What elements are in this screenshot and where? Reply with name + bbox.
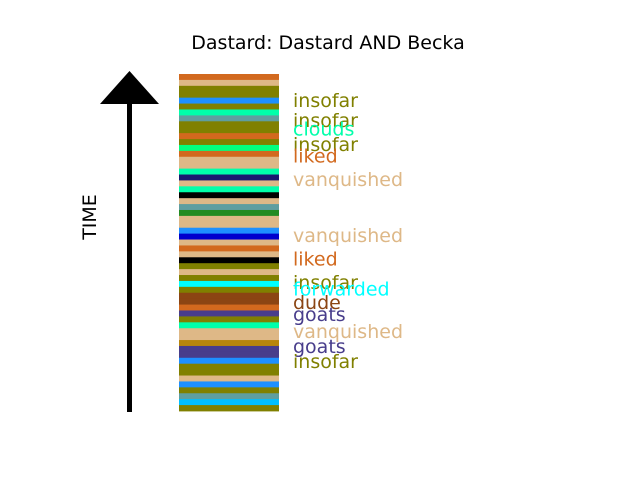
timeline-segment bbox=[179, 334, 279, 341]
timeline-segment bbox=[179, 180, 279, 187]
word-label: clouds bbox=[293, 119, 354, 141]
timeline-segment bbox=[179, 139, 279, 146]
word-label: vanquished bbox=[293, 321, 403, 343]
timeline-segment bbox=[179, 233, 279, 240]
timeline-segment bbox=[179, 97, 279, 104]
timeline-segment bbox=[179, 121, 279, 128]
word-label: dude bbox=[293, 292, 341, 314]
timeline-segment bbox=[179, 322, 279, 329]
timeline-segment bbox=[179, 375, 279, 382]
timeline-segment bbox=[179, 162, 279, 169]
timeline-segment bbox=[179, 286, 279, 294]
timeline-segment bbox=[179, 280, 279, 288]
time-arrow bbox=[100, 71, 159, 412]
timeline-segment bbox=[179, 227, 279, 235]
timeline-segment bbox=[179, 399, 279, 406]
timeline-segment bbox=[179, 221, 279, 229]
timeline-segment bbox=[179, 405, 279, 412]
timeline-segment bbox=[179, 363, 279, 371]
word-label: goats bbox=[293, 304, 346, 326]
timeline-segment bbox=[179, 275, 279, 282]
word-label: liked bbox=[293, 248, 338, 270]
timeline-segment bbox=[179, 168, 279, 175]
timeline-segment bbox=[179, 310, 279, 317]
timeline-segment bbox=[179, 198, 279, 205]
timeline-segment bbox=[179, 298, 279, 305]
word-label: liked bbox=[293, 146, 338, 168]
timeline-segment bbox=[179, 292, 279, 300]
timeline-segment bbox=[179, 209, 279, 217]
word-label: insofar bbox=[293, 351, 358, 373]
timeline-segment bbox=[179, 74, 279, 81]
timeline-segment bbox=[179, 133, 279, 140]
timeline-segment bbox=[179, 257, 279, 264]
chart-title: Dastard: Dastard AND Becka bbox=[191, 32, 464, 54]
timeline-segment bbox=[179, 340, 279, 347]
timeline-segment bbox=[179, 316, 279, 323]
word-label: vanquished bbox=[293, 169, 403, 191]
timeline-segment bbox=[179, 381, 279, 388]
timeline-segment bbox=[179, 328, 279, 335]
timeline-segment bbox=[179, 91, 279, 99]
timeline-segment bbox=[179, 245, 279, 252]
timeline-bar bbox=[179, 74, 279, 412]
timeline-segment bbox=[179, 174, 279, 181]
timeline-segment bbox=[179, 269, 279, 276]
timeline-segment bbox=[179, 351, 279, 359]
timeline-segment bbox=[179, 103, 279, 110]
timeline-segment bbox=[179, 192, 279, 199]
timeline-segment bbox=[179, 115, 279, 122]
timeline-segment bbox=[179, 369, 279, 376]
timeline-segment bbox=[179, 263, 279, 270]
timeline-segment bbox=[179, 304, 279, 311]
timeline-segment bbox=[179, 150, 279, 158]
word-label: insofar bbox=[293, 110, 358, 132]
timeline-segment bbox=[179, 79, 279, 87]
timeline-segment bbox=[179, 251, 279, 258]
timeline-segment bbox=[179, 393, 279, 400]
word-label: insofar bbox=[293, 90, 358, 112]
word-label: insofar bbox=[293, 272, 358, 294]
timeline-segment bbox=[179, 156, 279, 164]
word-label: goats bbox=[293, 336, 346, 358]
timeline-segment bbox=[179, 239, 279, 246]
timeline-segment bbox=[179, 85, 279, 93]
timeline-segment bbox=[179, 215, 279, 223]
word-labels: insofarinsofarcloudsinsofarlikedvanquish… bbox=[293, 90, 403, 373]
timeline-segment bbox=[179, 387, 279, 394]
timeline-segment bbox=[179, 204, 279, 211]
word-label: forwarded bbox=[293, 279, 390, 301]
time-arrow-head bbox=[100, 71, 159, 104]
timeline-segment bbox=[179, 345, 279, 353]
y-axis-label: TIME bbox=[79, 194, 101, 241]
word-label: insofar bbox=[293, 134, 358, 156]
timeline-segment bbox=[179, 109, 279, 116]
word-label: vanquished bbox=[293, 225, 403, 247]
timeline-segment bbox=[179, 186, 279, 193]
timeline-segment bbox=[179, 127, 279, 134]
timeline-segment bbox=[179, 357, 279, 365]
timeline-segment bbox=[179, 144, 279, 152]
